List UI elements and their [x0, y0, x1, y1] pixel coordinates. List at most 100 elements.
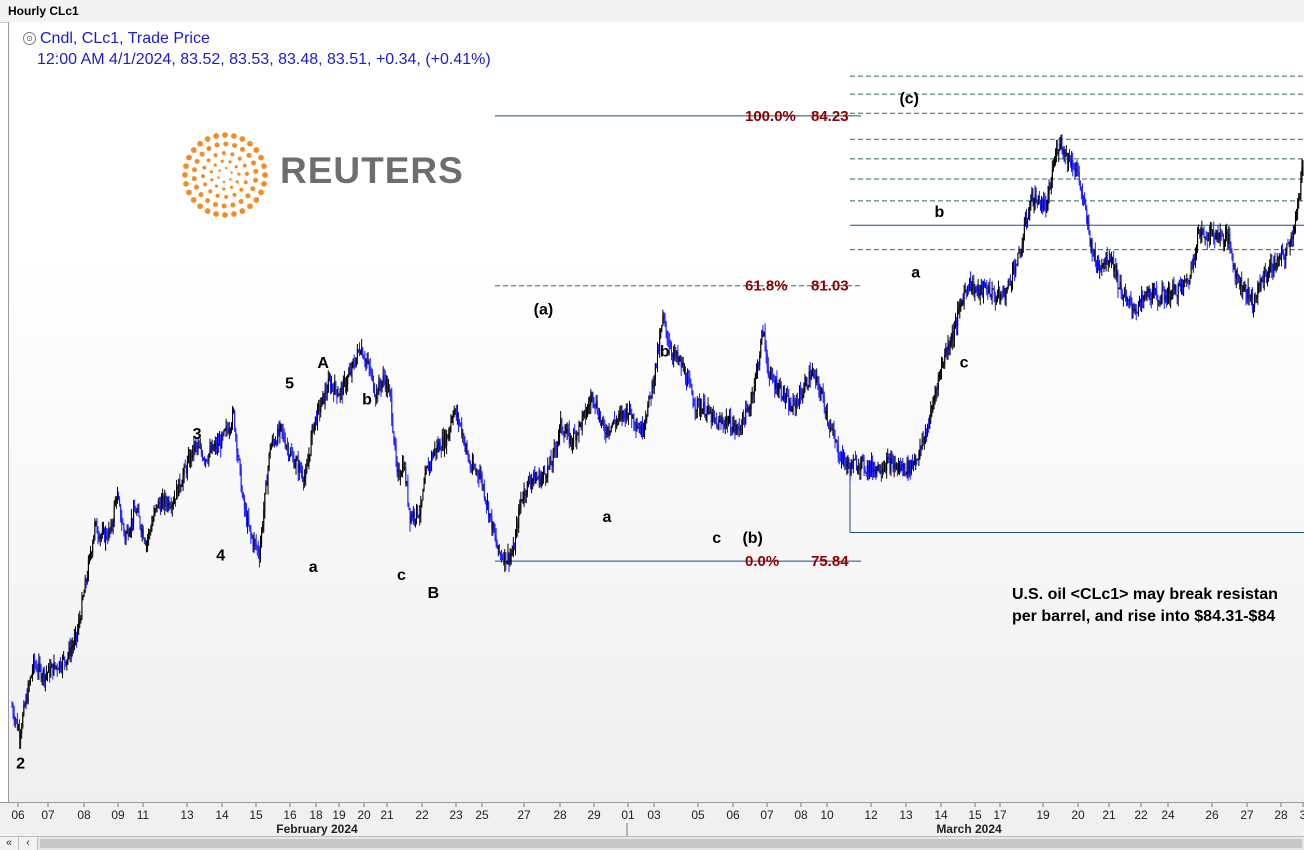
candle-body	[1043, 200, 1045, 210]
candle-body	[1063, 149, 1065, 155]
candle-body	[1003, 288, 1005, 295]
candle-body	[696, 398, 698, 410]
candle-body	[662, 314, 664, 326]
candle-body	[1023, 225, 1025, 238]
candle-body	[437, 445, 439, 449]
candle-body	[725, 417, 727, 422]
candle-body	[305, 471, 307, 478]
candle-body	[772, 374, 774, 380]
candle-body	[669, 347, 671, 349]
candle-body	[517, 524, 519, 528]
candle-body	[83, 592, 85, 597]
emblem-dot	[243, 180, 248, 185]
candle-body	[454, 409, 456, 412]
candle-body	[574, 432, 576, 434]
candle-body	[258, 553, 260, 559]
candle-body	[386, 380, 388, 392]
candle-body	[554, 447, 556, 450]
candle-body	[11, 706, 13, 708]
candle-body	[768, 376, 770, 378]
candle-body	[365, 360, 367, 363]
candle-body	[14, 719, 16, 721]
candle-body	[252, 537, 254, 547]
candle-body	[544, 470, 546, 474]
candle-body	[166, 503, 168, 507]
candle-body	[1079, 180, 1081, 189]
candle-body	[956, 320, 958, 327]
candle-body	[225, 426, 227, 430]
emblem-dot	[221, 203, 227, 209]
candle-body	[405, 467, 407, 484]
candle-body	[303, 478, 305, 483]
candle-body	[50, 667, 52, 676]
candle-body	[652, 382, 654, 388]
candle-body	[560, 418, 562, 426]
emblem-dot	[197, 140, 203, 147]
candle-body	[70, 648, 72, 656]
candle-body	[140, 526, 142, 533]
candle-body	[30, 675, 32, 678]
candle-body	[1094, 250, 1096, 262]
candle-body	[995, 299, 997, 302]
emblem-dot	[213, 211, 219, 217]
candle-body	[1170, 298, 1172, 301]
candle-body	[748, 408, 750, 411]
candle-body	[1001, 294, 1003, 296]
candle-body	[291, 452, 293, 455]
candle-body	[123, 524, 125, 532]
emblem-dot	[253, 197, 260, 203]
time-axis[interactable]: 06 07 08 09 11 13 14 15 16 18 19 20 21 22 23 25 27 28 29 01…	[0, 802, 1304, 837]
candle-body	[1277, 257, 1279, 260]
horizontal-scrollbar[interactable]: « ‹	[0, 836, 1304, 850]
candle-body	[133, 508, 135, 524]
emblem-dot	[247, 203, 253, 210]
candle-body	[127, 528, 129, 537]
candle-body	[892, 460, 894, 469]
candle-body	[313, 422, 315, 432]
candle-body	[799, 389, 801, 405]
candle-body	[754, 374, 756, 386]
candle-body	[111, 524, 113, 527]
candle-body	[1005, 292, 1007, 300]
candle-body	[56, 666, 58, 670]
candle-body	[468, 459, 470, 463]
candle-body	[236, 436, 238, 453]
x-tick-label: 20	[357, 808, 371, 822]
candle-body	[542, 470, 544, 476]
candle-body	[1246, 296, 1248, 300]
candle-body	[943, 364, 945, 366]
candle-body	[1057, 148, 1059, 154]
candle-body	[381, 381, 383, 389]
candle-body	[874, 468, 876, 475]
candle-body	[741, 413, 743, 430]
emblem-dot	[203, 182, 208, 187]
emblem-dot	[220, 159, 224, 163]
candle-body	[1262, 280, 1264, 283]
emblem-dot	[258, 189, 264, 196]
candle-body	[1186, 279, 1188, 282]
candle-body	[762, 330, 764, 336]
candle-body	[148, 532, 150, 539]
candle-body	[881, 469, 883, 473]
candle-body	[342, 379, 344, 396]
candle-body	[90, 554, 92, 556]
legend-settings-icon[interactable]: ⊙	[23, 32, 36, 45]
scroll-thumb[interactable]	[40, 839, 1302, 848]
candle-body	[1268, 272, 1270, 275]
candle-body	[129, 529, 131, 534]
candle-body	[277, 428, 279, 444]
candle-body	[1258, 283, 1260, 285]
candle-body	[1228, 233, 1230, 244]
candle-body	[249, 524, 251, 529]
candle-body	[212, 444, 214, 450]
candle-body	[300, 470, 302, 473]
candle-body	[477, 470, 479, 476]
candle-body	[612, 420, 614, 425]
candle-body	[480, 473, 482, 475]
candle-body	[763, 332, 765, 336]
scroll-left-icon[interactable]: ‹	[19, 837, 38, 850]
scroll-to-start-icon[interactable]: «	[0, 837, 19, 850]
candle-body	[1289, 246, 1291, 248]
price-chart[interactable]: 100.0% 84.23 61.8% 81.03 0.0% 75.84 2 3 4 5 Aa b c B (…	[9, 22, 1304, 802]
